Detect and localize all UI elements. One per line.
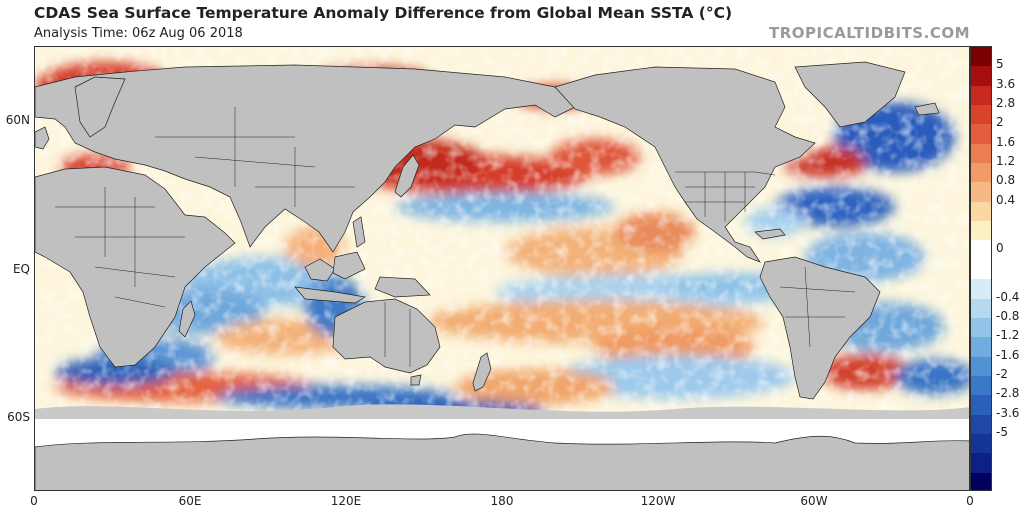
colorbar-segment (971, 47, 991, 67)
ice-edge (35, 404, 969, 419)
colorbar-tick-label: -1.2 (996, 328, 1020, 343)
colorbar-segment (971, 201, 991, 222)
colorbar-segment (971, 298, 991, 319)
colorbar-tick-label: -0.8 (996, 308, 1020, 323)
colorbar-segment (971, 259, 991, 280)
colorbar-segment (971, 279, 991, 300)
colorbar-segment (971, 453, 991, 474)
colorbar-segment (971, 414, 991, 435)
lon-label-60e: 60E (178, 494, 202, 508)
lon-label-120e: 120E (330, 494, 362, 508)
lon-label-120w: 120W (640, 494, 676, 508)
colorbar-segment (971, 143, 991, 164)
colorbar-segment (971, 240, 991, 261)
colorbar-tick-label: -1.6 (996, 347, 1020, 362)
colorbar-tick-label: 0.8 (996, 173, 1016, 188)
colorbar-tick-label: 2.8 (996, 96, 1016, 111)
landmasses (35, 61, 969, 490)
colorbar-segment (971, 182, 991, 203)
colorbar-tick-label: -5 (996, 424, 1008, 439)
sst-anomaly-map (34, 46, 970, 491)
lon-label-0-right: 0 (966, 494, 974, 508)
colorbar-segment (971, 433, 991, 454)
colorbar-tick-label: -3.6 (996, 405, 1020, 420)
colorbar-segment (971, 356, 991, 377)
colorbar-segment (971, 105, 991, 125)
map-title: CDAS Sea Surface Temperature Anomaly Dif… (34, 4, 733, 22)
colorbar-segment (971, 85, 991, 106)
colorbar-tick-label: 1.2 (996, 154, 1016, 169)
colorbar-tick-label: -2.8 (996, 386, 1020, 401)
colorbar-tick-label: 0.4 (996, 192, 1016, 207)
colorbar-segment (971, 317, 991, 338)
colorbar-tick-label: 5 (996, 57, 1004, 72)
analysis-time: Analysis Time: 06z Aug 06 2018 (34, 26, 243, 41)
lat-label-60s: 60S (7, 410, 30, 424)
colorbar-segment (971, 337, 991, 358)
colorbar-segment (971, 221, 991, 241)
colorbar (970, 46, 992, 491)
colorbar-tick-label: 0 (996, 241, 1004, 256)
colorbar-tick-label: 3.6 (996, 76, 1016, 91)
colorbar-segment (971, 163, 991, 183)
colorbar-segment (971, 375, 991, 396)
country-borders (55, 107, 856, 367)
lat-label-60n: 60N (5, 113, 30, 127)
lon-label-0-left: 0 (30, 494, 38, 508)
colorbar-tick-label: 1.6 (996, 134, 1016, 149)
lon-label-60w: 60W (800, 494, 828, 508)
colorbar-tick-label: -2 (996, 366, 1008, 381)
map-canvas (35, 47, 969, 490)
lat-label-eq: EQ (12, 262, 30, 276)
colorbar-segment (971, 124, 991, 145)
colorbar-tick-label: 2 (996, 115, 1004, 130)
brand-watermark: TROPICALTIDBITS.COM (769, 24, 970, 42)
colorbar-segment (971, 66, 991, 87)
colorbar-segment (971, 472, 991, 490)
lon-label-180: 180 (490, 494, 514, 508)
colorbar-segment (971, 395, 991, 416)
colorbar-tick-label: -0.4 (996, 289, 1020, 304)
